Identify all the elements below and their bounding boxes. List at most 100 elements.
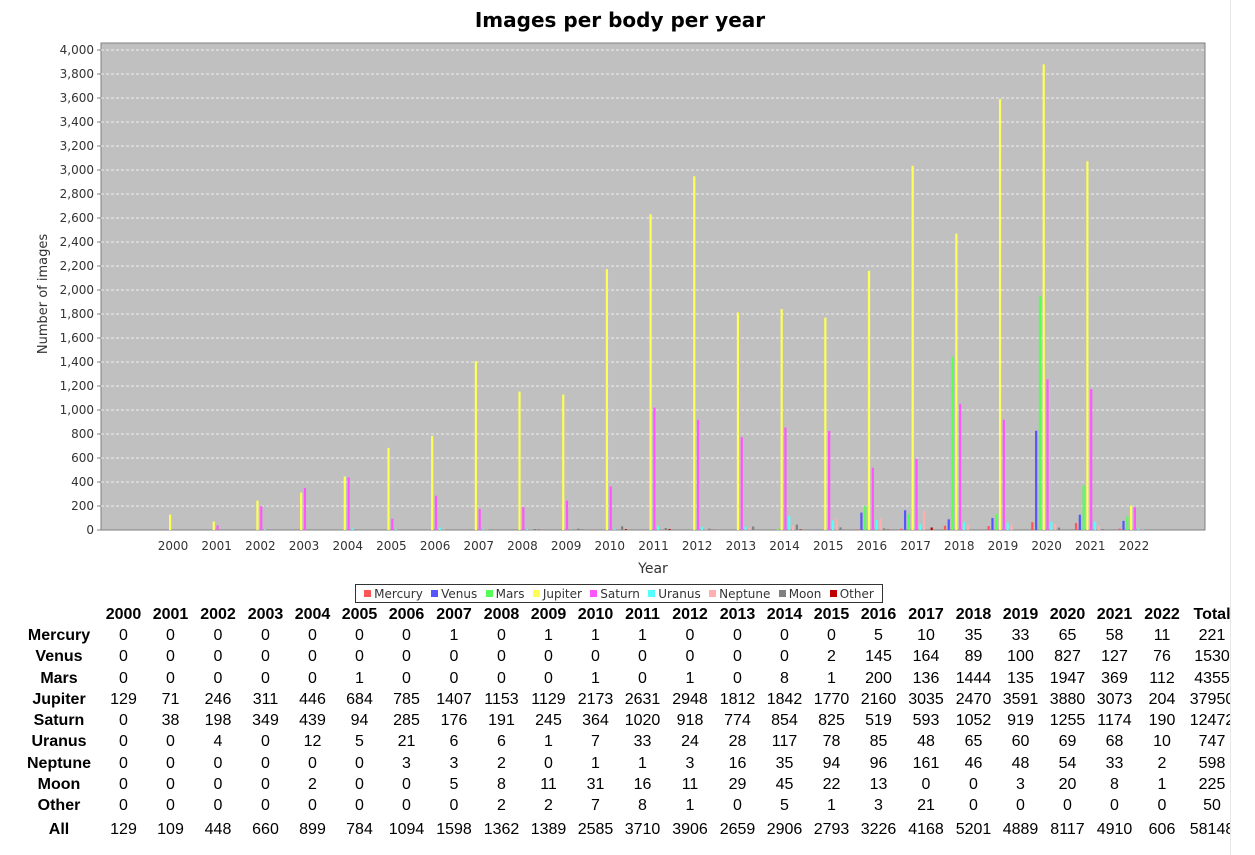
bar-uranus-2011 xyxy=(657,526,660,530)
bar-neptune-2014 xyxy=(791,525,795,530)
data-table: 2000 2001 2002 2003 2004 2005 2006 2007 2008 2009… xyxy=(18,604,1238,844)
bar-saturn-2006 xyxy=(434,495,438,530)
table-cell: 1 xyxy=(638,754,647,772)
table-cell: 3 xyxy=(874,797,883,815)
y-axis-label: Number of images xyxy=(36,234,51,355)
bar-jupiter-2018 xyxy=(955,233,958,530)
table-cell: 2 xyxy=(1157,754,1167,772)
table-corner xyxy=(18,604,100,625)
table-cell: 3 xyxy=(1016,776,1025,794)
x-tick-label: 2015 xyxy=(813,539,844,553)
table-cell: 69 xyxy=(1058,733,1077,751)
table-header-cell: 2022 xyxy=(1144,605,1180,623)
table-cell: 1 xyxy=(827,669,836,687)
x-tick-label: 2010 xyxy=(595,539,626,553)
bar-moon-2021 xyxy=(1101,529,1104,530)
table-cell: 1770 xyxy=(813,690,850,708)
table-cell: 8 xyxy=(497,776,506,794)
legend-label: Venus xyxy=(441,586,478,601)
table-cell: 48 xyxy=(917,733,935,751)
table-cell: 16 xyxy=(633,776,652,794)
bar-jupiter-2008 xyxy=(518,391,521,530)
table-row: Saturn 0 38 198 349 439 94 285 176 191 245 364 1020 9… xyxy=(18,710,1238,731)
y-tick-label: 3,200 xyxy=(60,139,94,153)
table-cell: 0 xyxy=(261,776,270,794)
table-header-cell: 2012 xyxy=(672,605,708,623)
x-tick-label: 2000 xyxy=(158,539,189,553)
bar-neptune-2020 xyxy=(1054,523,1057,530)
x-tick-label: 2021 xyxy=(1075,539,1106,553)
table-cell: 2 xyxy=(827,648,836,666)
table-cell: 7 xyxy=(591,797,600,815)
bar-uranus-2021 xyxy=(1093,521,1097,530)
table-cell: 593 xyxy=(912,712,940,730)
table-cell: 0 xyxy=(449,669,459,687)
table-row: Uranus 0 0 4 0 12 5 21 6 6 1 7 33 24 28 117 78 85 48 65 60 69… xyxy=(18,732,1238,753)
bar-jupiter-2000 xyxy=(169,514,172,530)
table-cell: 0 xyxy=(119,733,128,751)
table-cell: 0 xyxy=(402,797,411,815)
y-tick-label: 2,000 xyxy=(60,283,94,297)
table-cell: 1812 xyxy=(719,690,756,708)
x-tick-label: 2008 xyxy=(507,539,538,553)
bar-saturn-2019 xyxy=(1002,419,1005,530)
table-cell: 0 xyxy=(733,669,742,687)
table-header-cell: 2008 xyxy=(483,605,520,623)
bar-saturn-2010 xyxy=(609,486,612,530)
row-label: Uranus xyxy=(31,733,87,751)
table-cell: 1153 xyxy=(484,690,519,708)
table-cell: 76 xyxy=(1153,648,1171,666)
x-tick-label: 2022 xyxy=(1119,539,1150,553)
table-cell: 785 xyxy=(393,690,420,708)
table-cell: 109 xyxy=(157,821,184,839)
bar-saturn-2018 xyxy=(959,403,962,530)
table-cell: 0 xyxy=(402,776,411,794)
table-cell: 0 xyxy=(261,626,270,644)
bar-neptune-2019 xyxy=(1010,524,1013,530)
bar-uranus-2015 xyxy=(831,520,835,530)
bar-moon-2013 xyxy=(752,526,755,530)
bar-venus-2020 xyxy=(1035,430,1038,530)
bar-uranus-2017 xyxy=(919,524,922,530)
bar-uranus-2006 xyxy=(438,527,441,530)
table-header-cell: 2001 xyxy=(152,605,189,623)
table-cell: 0 xyxy=(638,669,647,687)
table-cell: 0 xyxy=(308,754,317,772)
bar-mars-2014 xyxy=(776,529,779,530)
table-cell: 33 xyxy=(1011,626,1030,644)
scrollbar-track[interactable] xyxy=(1230,0,1255,855)
row-label: Other xyxy=(37,797,81,815)
table-cell: 0 xyxy=(355,754,364,772)
legend-swatch xyxy=(709,590,717,597)
row-label: Moon xyxy=(37,776,81,794)
table-cell: 1 xyxy=(1157,776,1167,794)
table-cell: 0 xyxy=(308,648,317,666)
table-cell: 774 xyxy=(724,712,751,730)
table-cell: 0 xyxy=(827,626,836,644)
table-cell: 684 xyxy=(346,690,373,708)
table-cell: 100 xyxy=(1007,648,1034,666)
table-cell: 0 xyxy=(497,669,506,687)
bar-mars-2019 xyxy=(995,513,998,530)
table-cell: 0 xyxy=(119,797,128,815)
table-row: Jupiter 129 71 246 311 446 684 785 1407 1153 1129 2… xyxy=(18,689,1238,710)
table-header-cell: 2020 xyxy=(1049,605,1086,623)
table-cell: 1 xyxy=(591,669,600,687)
table-cell: 1094 xyxy=(388,821,425,839)
bar-moon-2010 xyxy=(621,526,624,530)
y-tick-label: 1,200 xyxy=(60,379,94,393)
y-tick-label: 3,000 xyxy=(60,163,94,177)
x-tick-label: 2012 xyxy=(682,539,713,553)
table-row: All 129 109 448 660 899 784 1094 1598 1362 1389 258… xyxy=(18,817,1238,844)
table-cell: 0 xyxy=(733,626,742,644)
table-cell: 60 xyxy=(1011,733,1030,751)
x-tick-label: 2004 xyxy=(332,539,363,553)
table-cell: 0 xyxy=(119,669,128,687)
bar-jupiter-2017 xyxy=(911,165,914,531)
bar-saturn-2011 xyxy=(653,407,656,530)
table-cell: 33 xyxy=(1105,754,1124,772)
bar-saturn-2015 xyxy=(828,431,831,530)
table-cell: 28 xyxy=(728,733,747,751)
table-cell: 6 xyxy=(449,733,459,751)
x-tick-label: 2002 xyxy=(245,539,276,553)
